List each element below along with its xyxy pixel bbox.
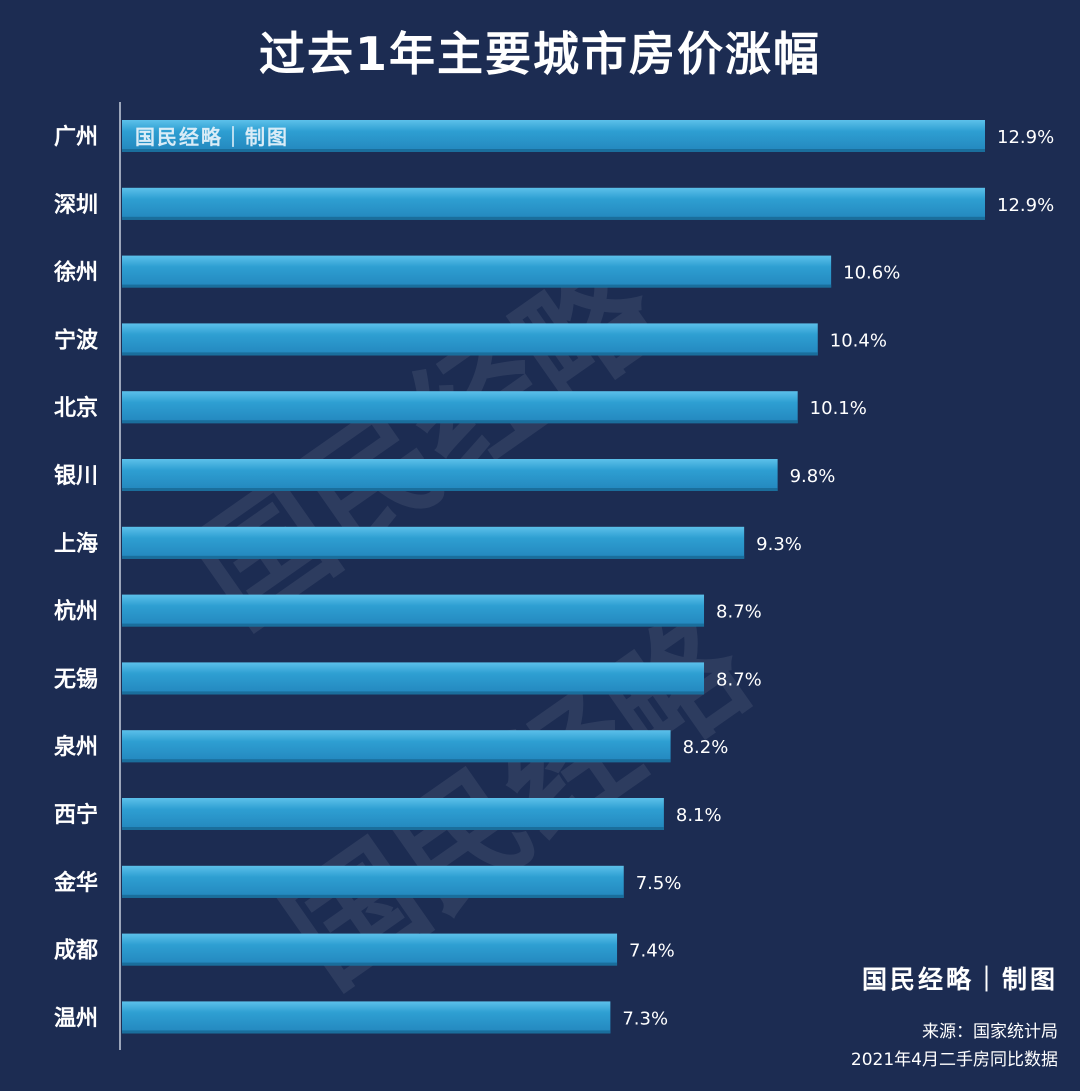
bar [122,798,664,830]
category-label: 深圳 [54,193,98,218]
bar-shadow [122,284,832,288]
bar-stamp: 国民经略｜制图 [135,125,289,149]
value-label: 10.6% [843,263,900,284]
credit-stamp: 国民经略｜制图 [861,965,1058,994]
value-label: 8.2% [683,737,729,758]
value-label: 12.9% [997,195,1054,216]
bar-shadow [122,894,624,898]
category-label: 广州 [54,124,98,150]
value-label: 10.4% [830,330,887,351]
bar [122,865,624,898]
bar-shadow [122,827,664,830]
value-label: 8.1% [676,805,722,826]
value-label: 7.4% [629,941,675,962]
bar [122,1001,611,1034]
category-label: 徐州 [53,260,98,286]
category-label: 温州 [54,1006,98,1031]
value-label: 10.1% [810,398,867,419]
bar-shadow [122,623,705,627]
bar-shadow [122,555,745,559]
bar [122,662,705,695]
category-label: 杭州 [54,599,98,625]
bar [122,391,798,424]
bar [122,255,832,288]
bar [122,526,745,559]
bar-shadow [122,420,798,424]
note-text: 2021年4月二手房同比数据 [850,1050,1058,1070]
bar-shadow [122,352,818,356]
value-label: 12.9% [997,127,1054,148]
bar-shadow [122,759,671,763]
bar [122,730,671,763]
category-label: 西宁 [54,802,98,828]
bar-shadow [122,488,778,491]
bar [122,594,705,627]
bar [122,459,778,491]
bar-shadow [122,1030,611,1034]
category-label: 无锡 [54,667,98,692]
bar [122,323,818,356]
value-label: 7.3% [622,1008,668,1029]
bar [122,187,985,220]
value-label: 7.5% [636,873,682,894]
bar-shadow [122,149,985,152]
value-label: 9.3% [756,534,802,555]
category-label: 泉州 [54,734,98,760]
source-text: 来源：国家统计局 [922,1022,1058,1042]
category-label: 宁波 [54,327,99,353]
bar [122,120,985,152]
bar-shadow [122,691,705,695]
value-label: 8.7% [716,669,762,690]
value-label: 9.8% [790,466,836,487]
bar [122,933,618,966]
category-label: 银川 [54,464,98,489]
category-label: 上海 [54,531,98,557]
category-label: 北京 [54,395,98,421]
bar-shadow [122,216,985,220]
chart-title: 过去1年主要城市房价涨幅 [258,27,821,81]
value-label: 8.7% [716,602,762,623]
bar-shadow [122,962,618,966]
category-label: 成都 [54,939,98,964]
category-label: 金华 [53,870,98,896]
